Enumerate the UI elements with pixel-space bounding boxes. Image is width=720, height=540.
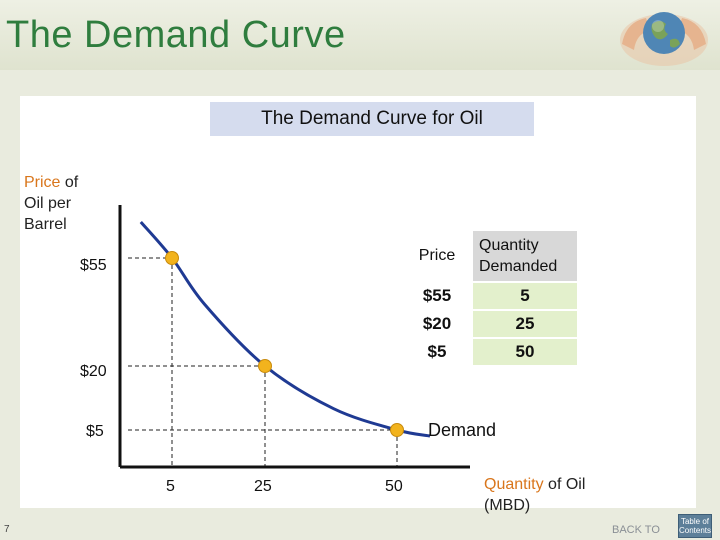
slide-title: The Demand Curve [6, 14, 346, 56]
table-cell-price: $20 [403, 311, 471, 337]
y-tick-label: $55 [80, 257, 107, 274]
table-header-quantity: Quantity Demanded [473, 231, 577, 281]
table-row: $5 50 [403, 339, 577, 365]
y-tick-label: $5 [86, 423, 104, 440]
guide-lines [128, 257, 398, 467]
data-point [165, 251, 179, 265]
x-tick-label: 50 [385, 478, 403, 495]
y-axis-title-rest: of [60, 174, 79, 191]
y-axis-title-highlight: Price [24, 174, 61, 191]
table-row: $20 25 [403, 311, 577, 337]
x-axis-title-line2: (MBD) [484, 497, 531, 514]
table-cell-quantity: 25 [473, 311, 577, 337]
x-tick-label: 5 [166, 478, 175, 495]
x-axis-title-highlight: Quantity [484, 476, 544, 493]
slide-header: The Demand Curve [0, 0, 720, 70]
table-cell-price: $55 [403, 283, 471, 309]
chart-panel [20, 96, 696, 508]
data-points [165, 251, 404, 437]
table-cell-price: $5 [403, 339, 471, 365]
table-row: $55 5 [403, 283, 577, 309]
x-tick-label: 25 [254, 478, 272, 495]
demand-schedule-table: Price Quantity Demanded $55 5 $20 25 $5 … [401, 229, 579, 367]
demand-curve-label: Demand [428, 420, 496, 440]
table-header-row: Price Quantity Demanded [403, 231, 577, 281]
globe-in-hands-icon [620, 12, 708, 66]
data-point [258, 359, 272, 373]
x-axis-title: Quantity of Oil (MBD) [484, 474, 585, 516]
y-axis-title-line2: Oil per [24, 195, 72, 212]
demand-curve [139, 221, 431, 438]
chart-title: The Demand Curve for Oil [210, 102, 534, 136]
table-cell-quantity: 5 [473, 283, 577, 309]
x-axis-title-rest: of Oil [543, 476, 586, 493]
table-cell-quantity: 50 [473, 339, 577, 365]
table-header-price: Price [403, 231, 471, 281]
page-number: 7 [4, 524, 10, 535]
data-point [390, 423, 404, 437]
y-tick-label: $20 [80, 363, 107, 380]
table-of-contents-button[interactable]: Table of Contents [678, 514, 712, 538]
y-axis-title-line3: Barrel [24, 216, 67, 233]
y-axis-title: Price of Oil per Barrel [24, 172, 78, 235]
back-to-link[interactable]: BACK TO [612, 524, 660, 536]
